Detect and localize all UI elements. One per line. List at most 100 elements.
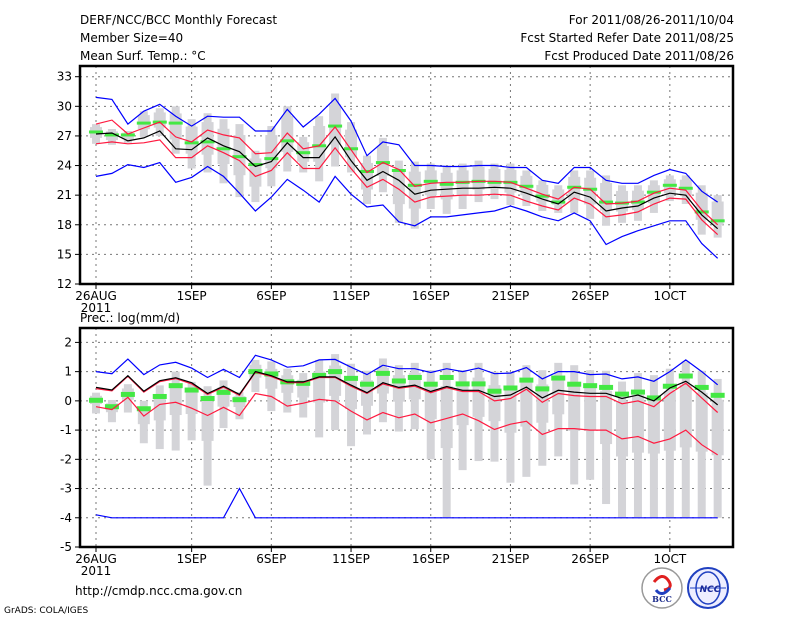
observed-marker <box>599 200 614 204</box>
observed-marker <box>328 369 343 375</box>
ensemble-box <box>711 399 724 456</box>
ensemble-box <box>600 182 613 211</box>
ensemble-box <box>185 390 198 415</box>
y-tick-label: -3 <box>60 482 72 496</box>
x-tick-label: 21SEP <box>492 552 530 566</box>
observed-marker <box>551 200 566 204</box>
x-tick-label: 1SEP <box>177 552 207 566</box>
x-tick-label: 1OCT <box>653 289 686 303</box>
ensemble-box <box>472 377 485 417</box>
observed-marker <box>168 383 183 389</box>
ensemble-box <box>520 381 533 427</box>
observed-marker <box>407 374 422 380</box>
y-tick-label: 18 <box>57 218 72 232</box>
grads-credit: GrADS: COLA/IGES <box>4 606 88 616</box>
y-tick-label: -4 <box>60 511 72 525</box>
x-tick-label: 1SEP <box>177 289 207 303</box>
observed-marker <box>535 194 550 198</box>
ensemble-box <box>568 383 581 431</box>
observed-marker <box>487 388 502 394</box>
x-tick-label: 16SEP <box>412 552 450 566</box>
observed-marker <box>439 182 454 186</box>
y-tick-label: 30 <box>57 99 72 113</box>
observed-marker <box>423 179 438 183</box>
observed-marker <box>439 374 454 380</box>
observed-marker <box>104 133 119 137</box>
x-tick-label: 26AUG <box>75 552 117 566</box>
figure-title: DERF/NCC/BCC Monthly Forecast <box>80 13 277 27</box>
source-url[interactable]: http://cmdp.ncc.cma.gov.cn <box>75 584 242 598</box>
observed-marker <box>232 397 247 403</box>
y-tick-label: 21 <box>57 188 72 202</box>
ensemble-box <box>440 172 453 200</box>
observed-marker <box>519 377 534 383</box>
observed-marker <box>662 183 677 187</box>
x-tick-label: 16SEP <box>412 289 450 303</box>
x-tick-label: 21SEP <box>492 289 530 303</box>
plot-frame <box>78 326 735 549</box>
ensemble-box <box>663 391 676 451</box>
observed-marker <box>280 139 295 143</box>
observed-marker <box>678 186 693 190</box>
observed-marker <box>694 210 709 214</box>
observed-marker <box>567 381 582 387</box>
observed-marker <box>407 183 422 187</box>
y-tick-label: 27 <box>57 129 72 143</box>
temperature-panel-title: Mean Surf. Temp.: °C <box>80 49 206 63</box>
x-tick-label: 1OCT <box>653 552 686 566</box>
ensemble-box <box>472 166 485 190</box>
ensemble-box <box>584 177 597 205</box>
ncc-logo: NCC <box>687 567 729 609</box>
observed-marker <box>216 389 231 395</box>
ensemble-box <box>440 386 453 449</box>
ensemble-box <box>695 192 708 220</box>
ensemble-max-line <box>95 96 718 203</box>
observed-marker <box>662 383 677 389</box>
ensemble-box <box>313 125 326 162</box>
ensemble-mean-line <box>95 130 719 230</box>
observed-marker <box>391 168 406 172</box>
observed-marker <box>615 391 630 397</box>
y-tick-label: -5 <box>60 540 72 554</box>
observed-marker <box>200 140 215 144</box>
ensemble-box <box>376 146 389 176</box>
observed-marker <box>296 380 311 386</box>
bcc-logo: BCC <box>641 567 683 609</box>
observed-marker <box>184 141 199 145</box>
observed-marker <box>152 393 167 399</box>
ensemble-box <box>488 168 501 189</box>
x-tick-label: 6SEP <box>256 289 286 303</box>
ensemble-box <box>345 129 358 158</box>
ensemble-box <box>313 371 326 403</box>
x-tick-year-label: 2011 <box>81 564 112 578</box>
precipitation-panel-title: Prec.: log(mm/d) <box>80 311 180 325</box>
observed-marker <box>646 395 661 401</box>
bcc-logo-text: BCC <box>652 594 672 604</box>
observed-marker <box>471 381 486 387</box>
forecast-start-date: Fcst Started Refer Date 2011/08/25 <box>520 31 734 45</box>
x-tick-year-label: 2011 <box>81 301 112 315</box>
observed-marker <box>710 392 725 398</box>
ensemble-box <box>345 376 358 410</box>
ensemble-box <box>536 384 549 423</box>
x-tick-label: 11SEP <box>332 289 370 303</box>
ensemble-box <box>647 185 660 204</box>
x-tick-label: 11SEP <box>332 552 370 566</box>
x-tick-label: 26AUG <box>75 289 117 303</box>
ensemble-box <box>488 385 501 422</box>
observed-marker <box>710 219 725 223</box>
observed-marker <box>375 370 390 376</box>
observed-marker <box>264 157 279 161</box>
member-size: Member Size=40 <box>80 31 183 45</box>
observed-marker <box>694 384 709 390</box>
ensemble-box <box>552 376 565 415</box>
observed-marker <box>487 180 502 184</box>
observed-marker <box>646 190 661 194</box>
observed-marker <box>136 406 151 412</box>
observed-marker <box>359 381 374 387</box>
observed-marker <box>104 404 119 410</box>
ensemble-box <box>616 190 629 212</box>
y-tick-label: -1 <box>60 423 72 437</box>
y-tick-label: 24 <box>57 159 72 173</box>
